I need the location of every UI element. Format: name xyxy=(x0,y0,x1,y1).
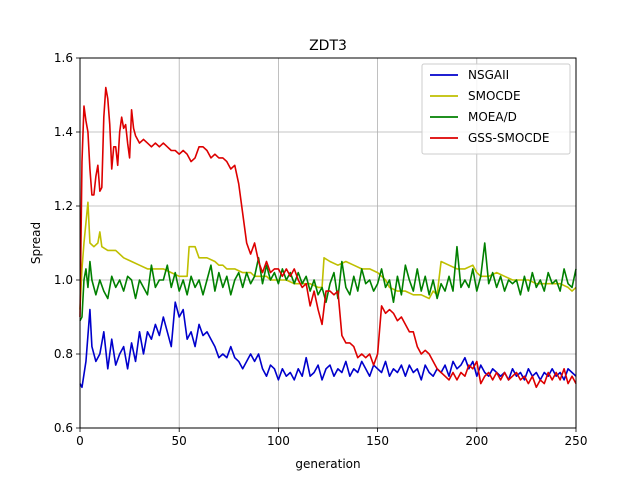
x-tick-label: 250 xyxy=(565,434,588,448)
chart-title: ZDT3 xyxy=(309,38,347,54)
legend-frame xyxy=(421,63,571,155)
series-line-nsgaii xyxy=(79,301,577,389)
y-tick-label: 1.4 xyxy=(54,125,73,139)
legend: NSGAII SMOCDE MOEA/D GSS-SMOCDE xyxy=(421,63,571,155)
y-tick-label: 0.6 xyxy=(54,421,73,435)
legend-label-gss-smocde: GSS-SMOCDE xyxy=(468,131,549,145)
x-tick-label: 50 xyxy=(172,434,187,448)
x-tick-label: 200 xyxy=(465,434,488,448)
legend-label-moea-d: MOEA/D xyxy=(468,110,517,124)
y-tick-label: 1.2 xyxy=(54,199,73,213)
plot-frame xyxy=(79,57,577,429)
y-tick-label: 0.8 xyxy=(54,347,73,361)
legend-label-nsgaii: NSGAII xyxy=(468,68,509,82)
series-line-gss-smocde xyxy=(79,86,577,389)
x-tick-label: 150 xyxy=(366,434,389,448)
legend-label-smocde: SMOCDE xyxy=(468,89,521,103)
x-tick-label: 100 xyxy=(267,434,290,448)
y-tick-label: 1.0 xyxy=(54,273,73,287)
axis-ticks: 0 50 100 150 200 250 0.6 0.8 1.0 1.2 1.4 1.6 xyxy=(54,51,588,448)
y-axis-label: Spread xyxy=(29,222,43,264)
series-lines xyxy=(79,86,577,389)
y-tick-label: 1.6 xyxy=(54,51,73,65)
x-tick-label: 0 xyxy=(76,434,84,448)
x-axis-label: generation xyxy=(295,457,360,471)
series-line-moea-d xyxy=(79,242,577,322)
